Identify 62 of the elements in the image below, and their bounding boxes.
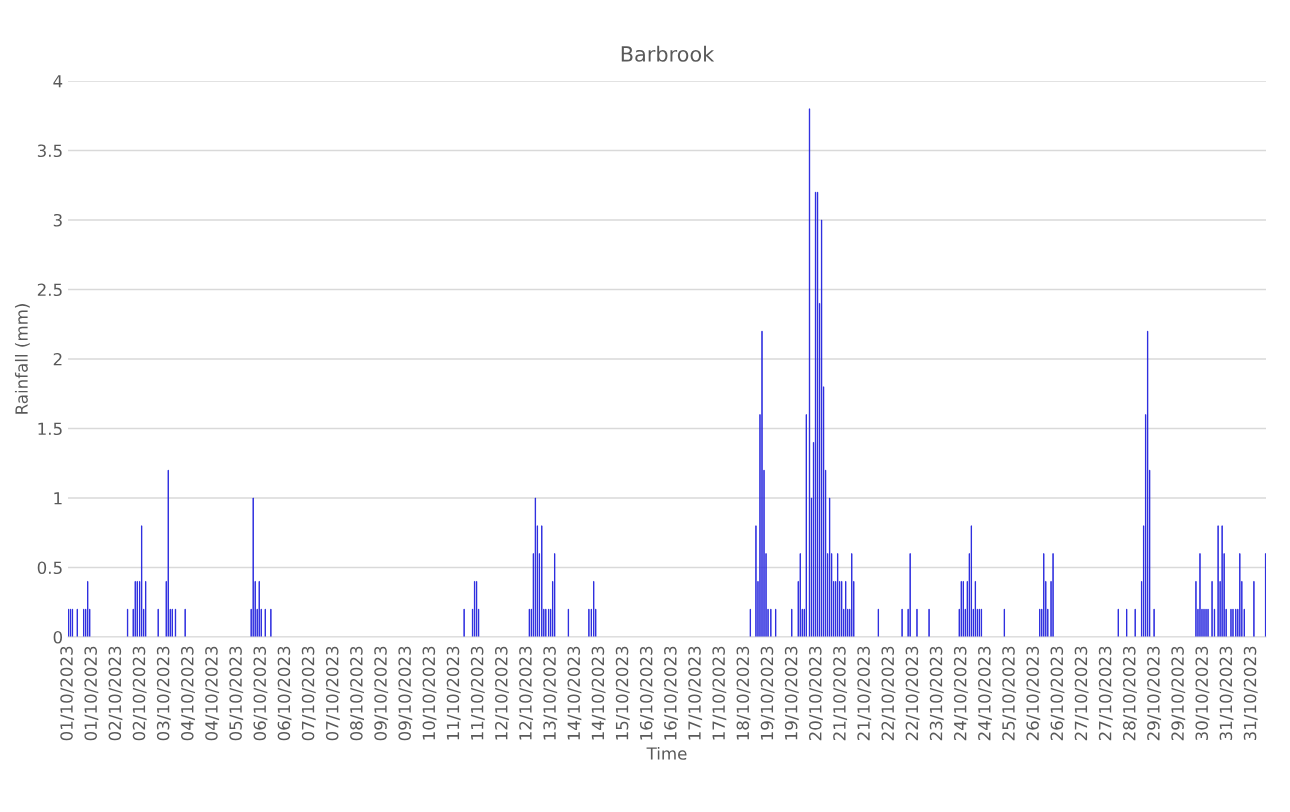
- x-tick-label: 31/10/2023: [1243, 646, 1258, 741]
- x-tick-label: 16/10/2023: [639, 646, 654, 740]
- x-tick-label: 26/10/2023: [1026, 646, 1041, 741]
- x-tick-label: 14/10/2023: [567, 646, 582, 740]
- x-tick-label: 17/10/2023: [688, 646, 703, 740]
- x-tick-label: 01/10/2023: [84, 646, 99, 741]
- y-tick-label: 1: [54, 492, 62, 505]
- x-tick-label: 29/10/2023: [1147, 646, 1162, 741]
- x-tick-label: 14/10/2023: [591, 646, 606, 740]
- x-tick-label: 26/10/2023: [1050, 646, 1065, 741]
- x-tick-label: 09/10/2023: [398, 646, 413, 741]
- x-tick-label: 18/10/2023: [736, 646, 751, 740]
- x-tick-label: 08/10/2023: [350, 646, 364, 741]
- x-tick-label: 02/10/2023: [132, 646, 147, 741]
- x-tick-label: 31/10/2023: [1219, 646, 1234, 741]
- y-tick-label: 3: [53, 213, 62, 227]
- x-tick-label: 11/10/2023: [470, 646, 485, 740]
- x-axis-title: Time: [646, 746, 687, 760]
- x-tick-label: 22/10/2023: [905, 646, 920, 741]
- x-tick-label: 09/10/2023: [374, 646, 389, 741]
- x-tick-label: 04/10/2023: [205, 646, 220, 741]
- y-tick-label: 1.5: [38, 422, 62, 436]
- x-tick-label: 12/10/2023: [494, 646, 509, 740]
- x-tick-label: 24/10/2023: [953, 646, 968, 741]
- x-tick-label: 17/10/2023: [712, 646, 727, 740]
- x-tick-label: 21/10/2023: [833, 646, 848, 741]
- x-tick-label: 22/10/2023: [881, 646, 896, 741]
- x-tick-label: 19/10/2023: [784, 646, 799, 740]
- x-tick-label: 11/10/2023: [446, 646, 461, 740]
- x-tick-label: 16/10/2023: [664, 646, 678, 740]
- x-tick-label: 07/10/2023: [325, 646, 340, 741]
- chart-title: Barbrook: [621, 45, 715, 62]
- x-tick-label: 15/10/2023: [615, 646, 630, 740]
- x-tick-label: 20/10/2023: [808, 646, 823, 741]
- x-tick-label: 12/10/2023: [519, 646, 534, 740]
- x-tick-label: 06/10/2023: [277, 646, 292, 741]
- x-tick-label: 07/10/2023: [301, 646, 316, 741]
- x-tick-label: 02/10/2023: [108, 646, 123, 741]
- x-tick-label: 27/10/2023: [1074, 646, 1089, 741]
- y-tick-label: 2: [53, 352, 62, 366]
- x-tick-label: 23/10/2023: [929, 646, 944, 741]
- y-tick-label: 2.5: [37, 283, 62, 297]
- x-tick-label: 24/10/2023: [978, 646, 992, 741]
- y-tick-label: 0: [53, 630, 63, 644]
- x-tick-label: 01/10/2023: [60, 646, 75, 741]
- x-tick-label: 13/10/2023: [543, 646, 558, 740]
- x-tick-label: 30/10/2023: [1195, 646, 1210, 741]
- y-tick-label: 4: [53, 75, 63, 88]
- x-tick-label: 06/10/2023: [253, 646, 268, 741]
- x-tick-label: 03/10/2023: [156, 646, 171, 741]
- x-tick-label: 27/10/2023: [1098, 646, 1113, 741]
- y-axis-title: Rainfall (mm): [14, 304, 30, 414]
- x-tick-label: 29/10/2023: [1171, 646, 1186, 741]
- x-tick-label: 28/10/2023: [1122, 646, 1137, 741]
- y-tick-label: 0.5: [37, 561, 62, 575]
- x-tick-label: 25/10/2023: [1002, 646, 1017, 741]
- y-tick-label: 3.5: [37, 144, 62, 158]
- x-tick-label: 10/10/2023: [422, 646, 437, 740]
- x-tick-label: 19/10/2023: [760, 646, 775, 740]
- x-tick-label: 05/10/2023: [229, 646, 244, 741]
- x-tick-label: 04/10/2023: [181, 646, 195, 741]
- x-tick-label: 21/10/2023: [857, 646, 872, 741]
